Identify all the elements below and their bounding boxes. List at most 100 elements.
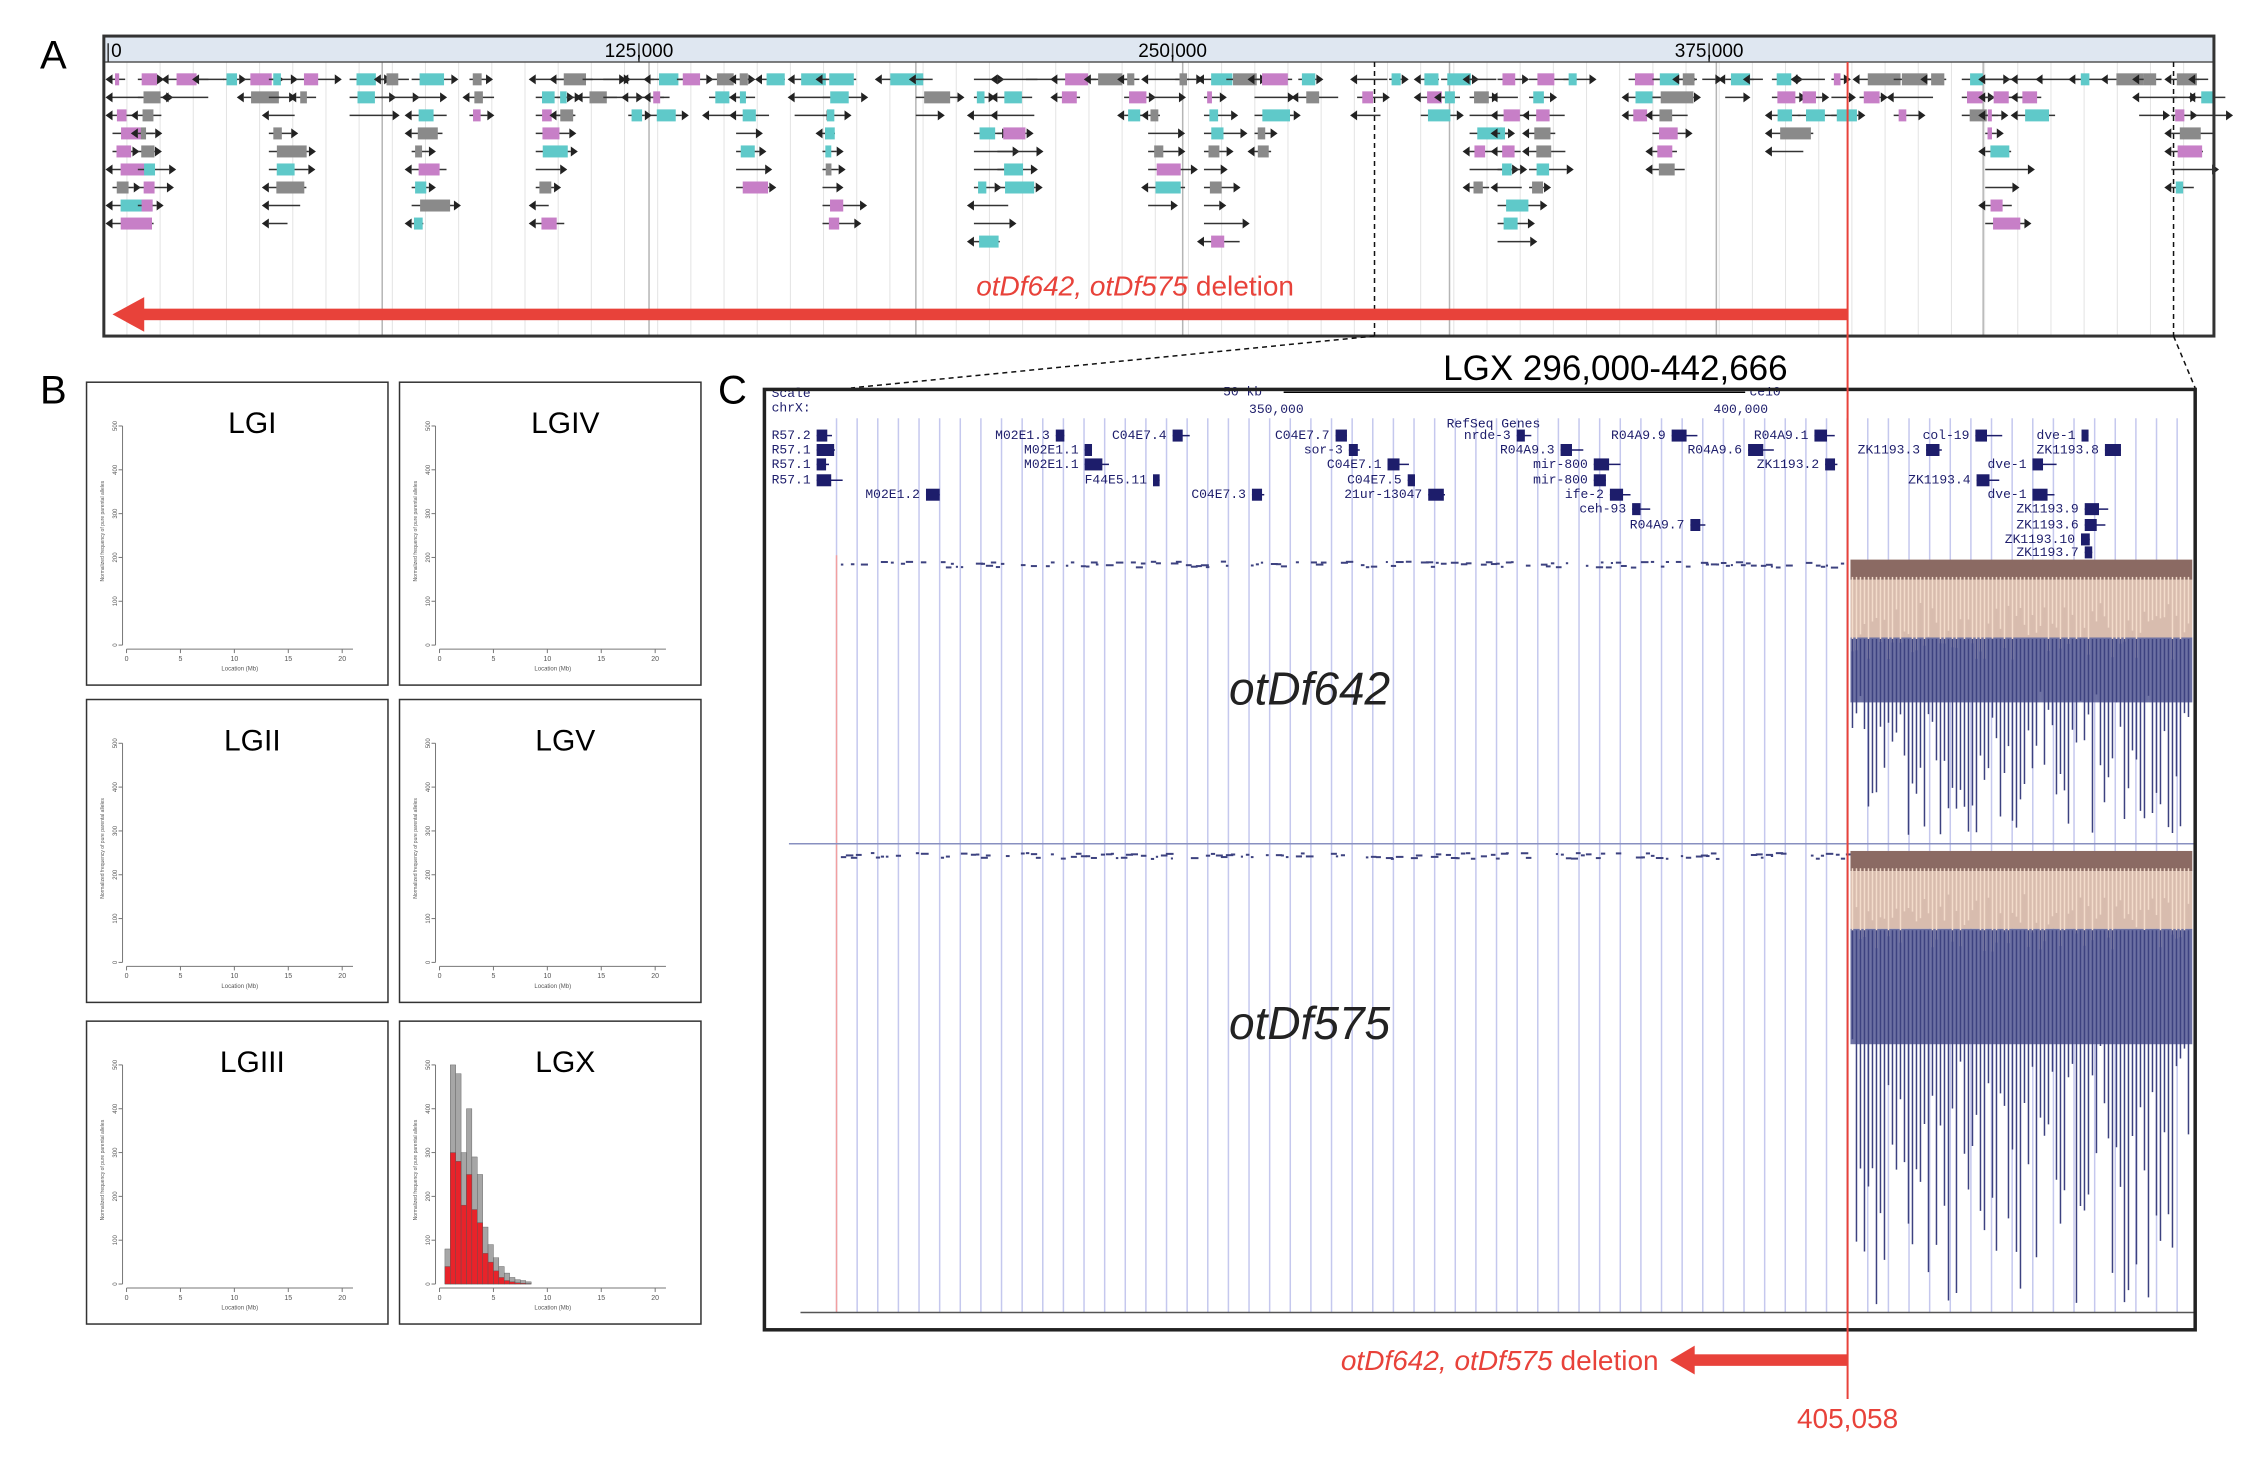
gene-arrow xyxy=(1978,146,1986,157)
gene-arrow xyxy=(1527,218,1535,229)
gene-label: 21ur-13047 xyxy=(1344,487,1422,502)
gene-label: ZK1193.4 xyxy=(1908,473,1971,488)
gene-label: ZK1193.9 xyxy=(2016,502,2078,517)
gene-arrow xyxy=(957,92,965,103)
gene-exon xyxy=(766,73,785,86)
sparse-read xyxy=(845,854,854,857)
sparse-read xyxy=(860,563,868,566)
gene-exon xyxy=(1004,91,1022,104)
gene-glyph-exon xyxy=(816,474,832,487)
sparse-read xyxy=(1465,852,1471,855)
sparse-read xyxy=(1280,565,1287,568)
gene-glyph-exon xyxy=(2032,458,2044,471)
sparse-read xyxy=(1000,562,1005,565)
gene-arrow xyxy=(392,110,400,121)
gene-exon xyxy=(141,145,155,158)
gene-arrow xyxy=(166,182,174,193)
x-tick-label: 0 xyxy=(125,656,129,663)
pileup-top xyxy=(1850,850,2193,872)
sparse-read xyxy=(1280,854,1284,857)
gene-arrow xyxy=(334,74,342,85)
gene-arrow xyxy=(308,146,316,157)
gene-arrow xyxy=(1978,110,1986,121)
gene-arrow xyxy=(1233,182,1241,193)
sparse-read xyxy=(960,566,964,569)
x-tick-label: 10 xyxy=(230,656,238,663)
gene-exon xyxy=(473,109,481,122)
sparse-read xyxy=(1760,856,1764,859)
sparse-read xyxy=(1310,561,1317,564)
gene-arrow xyxy=(1764,110,1772,121)
sparse-read xyxy=(1460,852,1466,855)
gene-exon xyxy=(1444,91,1455,104)
gene-arrow xyxy=(1291,92,1299,103)
gene-exon xyxy=(1502,73,1516,86)
x-tick-label: 20 xyxy=(338,656,346,663)
sparse-read xyxy=(1560,853,1564,856)
y-tick-label: 100 xyxy=(113,1235,119,1246)
gene-exon xyxy=(924,91,951,104)
gene-arrow xyxy=(755,128,763,139)
sparse-read xyxy=(1170,562,1179,565)
y-axis-label: Normalized frequency of pure parental al… xyxy=(413,1119,419,1220)
sparse-read xyxy=(1155,855,1159,858)
gene-label: C04E7.7 xyxy=(1275,428,1330,443)
sparse-read xyxy=(1170,857,1173,860)
sparse-read xyxy=(1650,854,1655,857)
gene-arrow xyxy=(759,146,767,157)
gene-exon xyxy=(1931,73,1945,86)
gene-arrow xyxy=(2035,74,2043,85)
gene-exon xyxy=(1990,145,2010,158)
sparse-read xyxy=(1065,564,1069,567)
gene-exon xyxy=(1658,163,1675,176)
x-tick-label: 0 xyxy=(438,656,442,663)
gene-exon xyxy=(824,127,835,140)
sparse-read xyxy=(1095,563,1099,566)
gene-label: nrde-3 xyxy=(1464,428,1511,443)
y-tick-label: 200 xyxy=(113,552,119,563)
gene-exon xyxy=(682,73,701,86)
gene-exon xyxy=(1004,163,1024,176)
panel-a-frame xyxy=(102,34,2216,338)
ruler-band xyxy=(103,36,2214,63)
x-tick-label: 20 xyxy=(338,973,346,980)
gene-exon xyxy=(1003,127,1026,140)
gene-glyph-exon xyxy=(1671,429,1687,442)
gene-exon xyxy=(141,199,153,212)
sparse-read xyxy=(1195,565,1202,568)
gene-exon xyxy=(143,91,161,104)
gene-exon xyxy=(1503,217,1518,230)
gene-arrow xyxy=(155,128,163,139)
gene-label: M02E1.1 xyxy=(1024,442,1079,457)
gene-label: ife-2 xyxy=(1565,487,1604,502)
gene-arrow xyxy=(261,110,269,121)
sparse-read xyxy=(1165,852,1174,855)
y-tick-label: 400 xyxy=(426,781,432,792)
gene-exon xyxy=(116,109,127,122)
gene-exon xyxy=(1659,109,1673,122)
histogram-bar xyxy=(504,1280,510,1285)
gene-exon xyxy=(742,109,756,122)
gene-exon xyxy=(1867,73,1901,86)
gene-exon xyxy=(1730,73,1751,86)
gene-exon xyxy=(1682,73,1695,86)
gene-arrow xyxy=(554,182,562,193)
gene-arrow xyxy=(161,92,169,103)
deletion-label-text: deletion xyxy=(1196,271,1294,302)
sparse-read xyxy=(1775,566,1781,569)
gene-arrow xyxy=(2132,92,2140,103)
gene-arrow xyxy=(1540,200,1548,211)
y-tick-label: 400 xyxy=(113,464,119,475)
panel-c-frame xyxy=(762,387,2197,1332)
gene-arrow xyxy=(2188,74,2196,85)
gene-exon xyxy=(1209,181,1222,194)
gene-arrow xyxy=(404,164,412,175)
gene-exon xyxy=(1211,73,1233,86)
sparse-read xyxy=(880,855,885,858)
ruler-text: 50 kb xyxy=(1223,385,1262,400)
gene-exon xyxy=(1987,127,1992,140)
gene-arrow xyxy=(1050,92,1058,103)
gene-exon xyxy=(978,181,987,194)
gene-arrow xyxy=(787,74,795,85)
gene-arrow xyxy=(854,218,862,229)
